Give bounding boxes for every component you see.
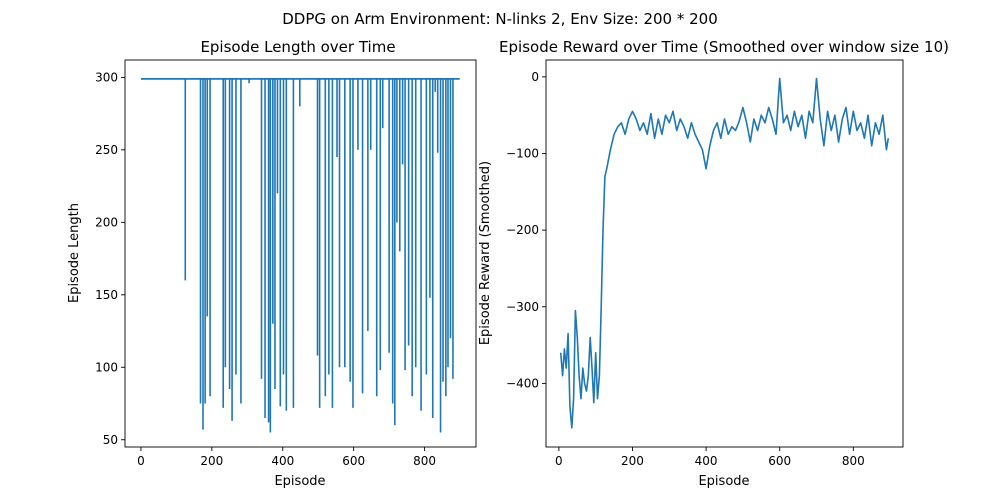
chart1-xtick-label: 400 — [271, 454, 294, 468]
chart2-xtick-label: 200 — [621, 454, 644, 468]
chart-episode-reward: Episode Reward over Time (Smoothed over … — [478, 38, 949, 489]
chart2-ytick-label: −300 — [506, 300, 539, 314]
chart1-lines — [140, 77, 460, 433]
chart1-ylabel: Episode Length — [67, 203, 82, 303]
chart2-ytick-label: −200 — [506, 223, 539, 237]
chart1-xtick-label: 600 — [342, 454, 365, 468]
chart2-ytick-label: −100 — [506, 146, 539, 160]
chart1-xtick-label: 0 — [137, 454, 145, 468]
chart2-title: Episode Reward over Time (Smoothed over … — [499, 38, 949, 56]
chart2-xtick-label: 400 — [695, 454, 718, 468]
chart1-xticks: 0 200 400 600 800 — [137, 447, 436, 468]
chart2-xtick-label: 600 — [768, 454, 791, 468]
chart2-reward-line — [559, 77, 890, 429]
chart2-yticks: 0 −100 −200 −300 −400 — [506, 70, 546, 390]
chart1-ytick-label: 150 — [95, 288, 118, 302]
chart1-xtick-label: 200 — [200, 454, 223, 468]
chart1-ytick-label: 50 — [103, 433, 118, 447]
chart2-xtick-label: 800 — [842, 454, 865, 468]
chart2-xtick-label: 0 — [555, 454, 563, 468]
chart1-ytick-label: 200 — [95, 215, 118, 229]
chart2-axes-frame — [545, 59, 904, 448]
figure-suptitle: DDPG on Arm Environment: N-links 2, Env … — [282, 10, 718, 28]
chart2-ytick-label: −400 — [506, 376, 539, 390]
chart1-title: Episode Length over Time — [200, 38, 395, 56]
chart1-ytick-label: 300 — [95, 70, 118, 84]
chart1-yticks: 50 100 150 200 250 300 — [95, 70, 125, 447]
chart1-xlabel: Episode — [274, 474, 325, 489]
chart2-ytick-label: 0 — [531, 70, 539, 84]
chart2-ylabel: Episode Reward (Smoothed) — [478, 161, 493, 345]
chart2-xticks: 0 200 400 600 800 — [555, 447, 865, 468]
chart1-axes-frame — [124, 59, 477, 448]
chart1-xtick-label: 800 — [413, 454, 436, 468]
chart2-lines — [559, 77, 890, 429]
chart1-ytick-label: 250 — [95, 143, 118, 157]
chart1-ytick-label: 100 — [95, 360, 118, 374]
chart2-xlabel: Episode — [698, 474, 749, 489]
chart-episode-length: Episode Length over Time 0 200 400 600 800 5… — [67, 38, 477, 489]
